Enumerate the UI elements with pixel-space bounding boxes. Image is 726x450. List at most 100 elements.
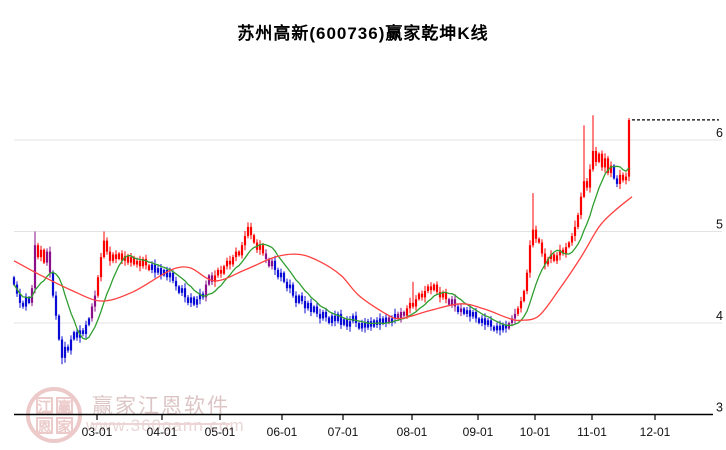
- candle-body: [222, 266, 226, 274]
- candle-body: [159, 268, 163, 276]
- candle-body: [129, 257, 133, 263]
- candle-body: [165, 269, 169, 278]
- candle-body: [360, 323, 364, 329]
- x-tick-label: 05-01: [205, 425, 236, 439]
- candle-body: [564, 247, 568, 254]
- candle-body: [390, 318, 394, 323]
- candle-body: [216, 269, 220, 276]
- candle-body: [153, 264, 157, 273]
- candle-body: [468, 310, 472, 317]
- candle-body: [492, 326, 496, 331]
- candle-body: [207, 275, 211, 285]
- candle-body: [261, 245, 265, 254]
- candle-body: [42, 249, 46, 263]
- candle-body: [138, 260, 142, 267]
- candle-body: [348, 321, 352, 327]
- candle-body: [594, 151, 598, 162]
- candle-body: [48, 251, 52, 273]
- candles: [12, 115, 631, 365]
- x-tick-label: 08-01: [397, 425, 428, 439]
- candle-body: [279, 272, 283, 278]
- candle-body: [60, 339, 64, 358]
- candle-body: [228, 260, 232, 265]
- candle-body: [423, 291, 427, 298]
- candle-body: [333, 315, 337, 322]
- candle-body: [435, 284, 439, 292]
- candle-body: [171, 272, 175, 281]
- candle-body: [243, 236, 247, 246]
- candle-body: [87, 318, 91, 325]
- logo-char: 恩: [35, 416, 53, 435]
- candle-body: [582, 181, 586, 197]
- candle-body: [240, 245, 244, 256]
- candle-body: [105, 240, 109, 252]
- candle-body: [315, 306, 319, 314]
- candle-body: [273, 260, 277, 270]
- candle-body: [495, 325, 499, 331]
- candle-body: [267, 258, 271, 267]
- candle-body: [444, 292, 448, 300]
- candle-body: [120, 253, 124, 261]
- x-tick-label: 03-01: [82, 425, 113, 439]
- candle-body: [597, 153, 601, 162]
- candle-body: [624, 176, 628, 181]
- candle-body: [204, 284, 208, 298]
- candle-body: [282, 272, 286, 282]
- candle-body: [552, 254, 556, 261]
- x-axis-labels: 03-01 04-01 05-01 06-01 07-01 08-01 09-01 10-01…: [82, 425, 671, 439]
- candle-body: [399, 312, 403, 319]
- candle-body: [606, 158, 610, 173]
- candle-body: [312, 306, 316, 312]
- candle-body: [330, 315, 334, 323]
- candle-body: [456, 306, 460, 312]
- candle-body: [276, 269, 280, 278]
- candle-body: [102, 240, 106, 258]
- candle-body: [480, 318, 484, 323]
- y-tick-label: 4: [716, 309, 723, 323]
- y-tick-label: 5: [716, 218, 723, 232]
- candle-body: [147, 265, 151, 270]
- ma-slow-line: [13, 196, 633, 322]
- candle-body: [186, 297, 190, 303]
- x-tick-label: 07-01: [328, 425, 359, 439]
- x-tick-label: 10-01: [520, 425, 551, 439]
- candle-body: [519, 301, 523, 309]
- candle-body: [366, 321, 370, 328]
- candle-body: [381, 318, 385, 323]
- candle-body: [621, 174, 625, 181]
- candle-body: [357, 323, 361, 329]
- candle-body: [321, 312, 325, 319]
- candle-body: [429, 286, 433, 291]
- candle-body: [213, 275, 217, 282]
- candle-body: [414, 299, 418, 307]
- candle-body: [12, 277, 16, 285]
- candle-body: [306, 302, 310, 309]
- candle-body: [111, 254, 115, 261]
- candle-body: [546, 258, 550, 265]
- candle-body: [126, 256, 130, 263]
- candle-body: [537, 238, 541, 243]
- candle-body: [489, 320, 493, 327]
- candle-body: [351, 315, 355, 322]
- candle-body: [96, 277, 100, 296]
- candle-body: [576, 215, 580, 227]
- candle-body: [168, 272, 172, 278]
- candle-body: [525, 272, 529, 291]
- candle-body: [75, 332, 79, 338]
- candle-body: [144, 258, 148, 266]
- candle-body: [258, 245, 262, 250]
- x-tick-label: 06-01: [267, 425, 298, 439]
- candle-body: [210, 275, 214, 282]
- candle-body: [567, 242, 571, 248]
- candle-body: [393, 313, 397, 319]
- candle-body: [183, 288, 187, 298]
- x-tick-label: 11-01: [577, 425, 607, 439]
- candle-body: [156, 268, 160, 273]
- candle-body: [462, 308, 466, 314]
- candle-body: [339, 313, 343, 325]
- candle-body: [135, 260, 139, 265]
- candle-body: [294, 295, 298, 303]
- candle-body: [345, 319, 349, 327]
